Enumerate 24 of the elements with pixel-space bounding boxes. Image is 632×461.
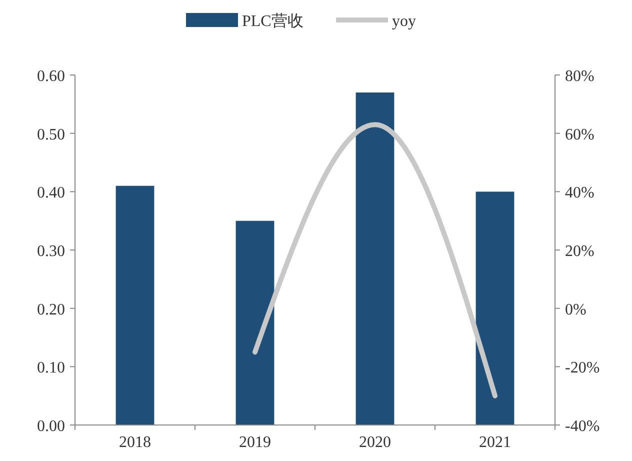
bar bbox=[476, 192, 514, 425]
y-tick-label: 0.10 bbox=[37, 360, 65, 377]
bar bbox=[236, 220, 274, 425]
y2-tick-label: 20% bbox=[565, 243, 594, 260]
y-tick-label: 0.00 bbox=[37, 418, 65, 435]
y2-tick-label: 80% bbox=[565, 68, 594, 85]
legend-label: yoy bbox=[392, 13, 416, 30]
y-tick-label: 0.20 bbox=[37, 301, 65, 318]
y-tick-label: 0.60 bbox=[37, 68, 65, 85]
y2-tick-label: 60% bbox=[565, 126, 594, 144]
y2-tick-label: -40% bbox=[565, 418, 600, 435]
y-tick-label: 0.30 bbox=[37, 243, 65, 260]
y2-tick-label: 40% bbox=[565, 184, 594, 202]
y-tick-label: 0.50 bbox=[37, 126, 65, 144]
y-tick-label: 0.40 bbox=[37, 184, 65, 202]
legend-label: PLC营收 bbox=[242, 12, 304, 30]
bar bbox=[356, 92, 394, 425]
x-tick-label: 2021 bbox=[479, 434, 511, 451]
y2-tick-label: 0% bbox=[565, 301, 586, 318]
x-tick-label: 2019 bbox=[239, 434, 271, 451]
bar bbox=[116, 186, 154, 425]
x-tick-label: 2020 bbox=[359, 434, 391, 451]
x-tick-label: 2018 bbox=[119, 434, 151, 451]
y2-tick-label: -20% bbox=[565, 360, 600, 377]
